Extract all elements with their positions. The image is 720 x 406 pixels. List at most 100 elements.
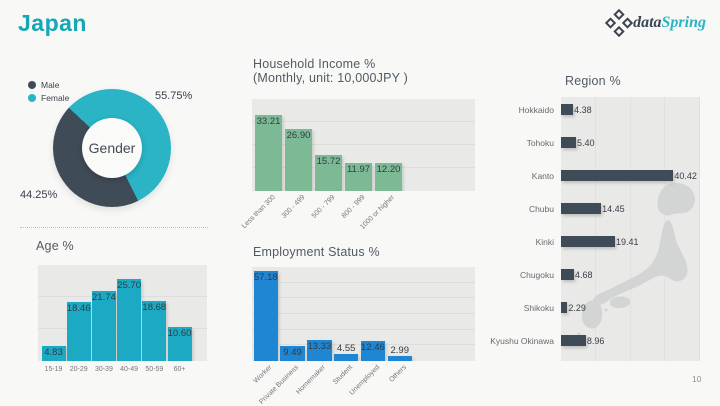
female-legend-dot [28,94,36,102]
age-category-label: 15-19 [44,366,63,373]
employment-chart-plot: 57.18 9.49 13.33 4.55 12.46 2.99 [252,267,475,361]
age-category-label: 40-49 [120,366,139,373]
page-title: Japan [18,10,87,36]
income-bar [375,162,402,191]
age-chart-x-labels: 15-19 20-29 30-39 40-49 50-59 60+ [38,361,207,381]
region-chart-plot: 4.38 5.40 40.42 14.45 19.41 4.68 2.29 8.96 [561,97,700,361]
employment-bar-value: 12.46 [361,342,385,354]
age-bar-value: 25.70 [117,279,141,291]
region-bar [561,202,602,214]
gridline [252,297,475,299]
male-percentage-label: 44.25% [20,189,58,201]
region-chart-y-labels: Hokkaido Tohoku Kanto Chubu Kinki Chugoku Shik… [468,97,554,361]
income-chart-plot: 33.21 26.90 15.72 11.97 12.20 [252,99,475,191]
income-chart-title: Household Income % (Monthly, unit: 10,00… [253,57,409,85]
female-percentage-label: 55.75% [155,90,193,102]
employment-chart-title: Employment Status % [253,245,380,259]
gridline [252,313,475,314]
income-bar-value: 12.20 [376,163,401,175]
age-category-label: 20-29 [69,366,88,373]
region-bar-value: 40.42 [674,170,697,181]
region-category-label: Kyushu Okinawa [490,336,554,346]
age-bar [142,301,167,361]
gridline [252,121,475,122]
income-bar [345,163,372,191]
region-bar-value: 8.96 [586,335,605,346]
male-legend-label: Male [41,80,60,90]
employment-bar [253,271,278,361]
employment-category-label: Worker [252,364,274,385]
age-category-label: 30-39 [94,366,113,373]
region-bar-value: 4.38 [574,104,592,115]
age-bar-value: 21.74 [92,292,116,304]
employment-chart-x-labels: Worker Private Business Homemaker Student Un… [252,361,475,406]
region-bar [561,235,615,247]
income-bar-value: 33.21 [256,115,281,127]
region-bar [561,103,574,115]
dataspring-logo-text: dataSpring [633,14,706,31]
income-bar [315,154,342,191]
employment-bar-value: 2.99 [390,345,410,357]
age-chart-title: Age % [36,239,74,253]
income-chart-x-labels: Less than 300 300 - 499 500 - 799 800 - 999… [240,191,475,239]
region-chart-title: Region % [565,74,621,88]
employment-bar-value: 9.49 [283,347,302,359]
employment-bar [307,340,332,361]
employment-category-label: Others [387,364,408,384]
region-category-label: Kinki [535,237,554,247]
region-bar-value: 5.40 [577,137,595,148]
region-bar [561,169,674,181]
region-category-label: Hokkaido [518,105,554,115]
dataspring-logo-icon [604,8,634,38]
legend-item-male: Male [28,80,69,90]
region-bar-value: 4.68 [575,269,593,280]
income-category-label: 500 - 799 [310,194,337,220]
age-chart-plot: 4.83 18.46 21.74 25.70 18.68 10.60 [38,265,207,361]
age-bar-value: 18.68 [142,302,167,314]
age-bar [117,278,142,361]
gridline [594,97,596,361]
age-bar-value: 4.83 [44,346,63,358]
region-bar [561,334,586,346]
gender-donut-center-label: Gender [82,118,142,178]
income-category-label: 800 - 999 [340,194,367,220]
age-bar [66,301,91,361]
age-category-label: 60+ [173,366,186,373]
region-bar [561,136,576,148]
employment-bar [280,346,305,361]
gender-donut-chart: Gender [53,89,171,207]
region-bar [561,268,574,280]
employment-bar-value: 57.18 [253,272,278,284]
region-category-label: Chugoku [519,270,554,280]
gridline [699,97,700,361]
income-bar-value: 11.97 [346,164,371,176]
region-category-label: Tohoku [526,138,554,148]
age-bar [167,327,192,361]
gridline [252,144,475,145]
dataspring-logo: dataSpring [604,8,706,38]
employment-bar-value: 13.33 [307,341,332,353]
gridline [252,328,475,330]
region-category-label: Shikoku [523,303,554,313]
income-category-label: 300 - 499 [280,194,307,220]
age-bar-value: 10.60 [167,328,192,340]
gridline [629,97,631,361]
employment-bar [333,353,359,361]
income-bar [255,114,282,191]
employment-bar-value: 4.55 [336,342,356,354]
male-legend-dot [28,81,36,89]
japan-map [577,182,695,336]
section-divider [20,227,208,228]
age-bar [91,291,116,361]
region-bar-value: 2.29 [568,302,586,313]
age-category-label: 50-59 [145,366,164,373]
region-bar-value: 14.45 [602,203,625,214]
region-bar-value: 19.41 [615,236,639,247]
female-legend-label: Female [41,93,70,103]
age-bar [41,345,66,361]
gridline [252,281,475,283]
income-bar [285,129,312,191]
gender-legend: Male Female [28,80,69,103]
income-bar-value: 15.72 [316,155,341,167]
region-category-label: Kanto [531,171,554,181]
